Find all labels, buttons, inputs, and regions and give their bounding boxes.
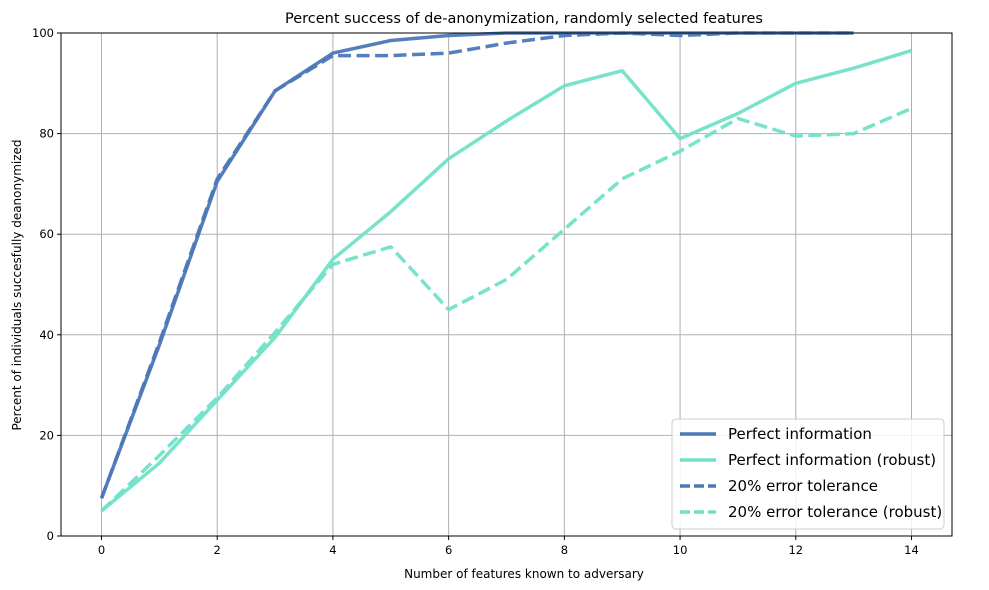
y-tick-label: 0	[47, 529, 54, 543]
x-tick-label: 12	[788, 543, 803, 557]
y-tick-label: 80	[39, 127, 54, 141]
x-tick-label: 6	[445, 543, 452, 557]
x-tick-label: 14	[904, 543, 919, 557]
y-axis-label: Percent of individuals succesfully deano…	[10, 139, 24, 430]
legend-box	[671, 418, 945, 530]
y-tick-label: 100	[32, 26, 54, 40]
y-tick-label: 20	[39, 428, 54, 442]
legend-label: Perfect information	[728, 425, 872, 443]
y-axis: 0 20 40 60 80 100	[32, 26, 61, 543]
series-line-2	[100, 48, 913, 513]
x-tick-label: 0	[98, 543, 105, 557]
chart-title: Percent success of de-anonymization, ran…	[285, 11, 763, 27]
x-tick-label: 4	[329, 543, 336, 557]
series-line-4	[100, 106, 913, 513]
x-tick-label: 10	[673, 543, 688, 557]
legend: Perfect information Perfect information (…	[671, 418, 945, 530]
y-tick-label: 40	[39, 328, 54, 342]
legend-label: Perfect information (robust)	[728, 451, 936, 469]
plot-frame	[60, 32, 953, 537]
x-axis-label: Number of features known to adversary	[404, 567, 644, 581]
legend-label: 20% error tolerance	[728, 477, 878, 495]
y-tick-label: 60	[39, 227, 54, 241]
x-tick-label: 2	[214, 543, 221, 557]
x-axis: 0 2 4 6 8 10 12 14	[98, 536, 919, 557]
legend-label: 20% error tolerance (robust)	[728, 503, 942, 521]
x-tick-label: 8	[561, 543, 568, 557]
